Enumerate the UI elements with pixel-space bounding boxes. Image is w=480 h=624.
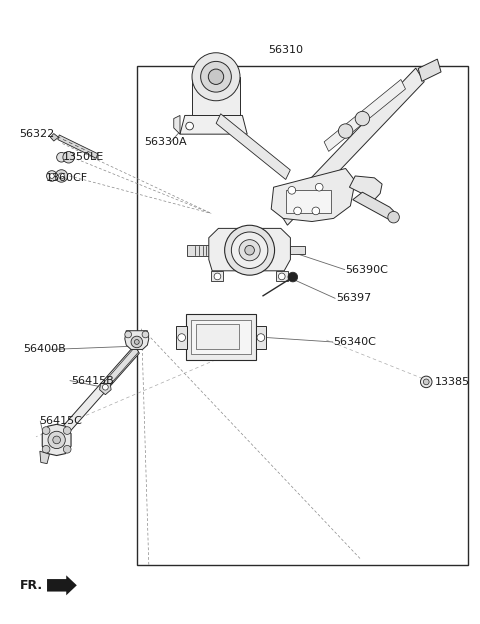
Polygon shape [42, 424, 71, 456]
Bar [137, 66, 468, 565]
Text: 1350LE: 1350LE [62, 152, 104, 162]
Polygon shape [174, 115, 180, 134]
Polygon shape [58, 135, 97, 158]
Polygon shape [349, 176, 382, 200]
Ellipse shape [63, 152, 74, 163]
Ellipse shape [142, 331, 149, 338]
Ellipse shape [214, 273, 221, 280]
Polygon shape [54, 346, 139, 444]
Ellipse shape [178, 334, 185, 341]
Ellipse shape [231, 232, 268, 268]
Ellipse shape [288, 272, 298, 282]
Ellipse shape [338, 124, 353, 139]
Polygon shape [125, 331, 149, 349]
Text: FR.: FR. [20, 579, 43, 592]
Text: 56400B: 56400B [23, 344, 66, 354]
Text: 56397: 56397 [336, 293, 371, 303]
Ellipse shape [186, 122, 193, 130]
Text: 56330A: 56330A [144, 137, 187, 147]
Bar [286, 190, 331, 213]
Polygon shape [211, 271, 223, 281]
Polygon shape [99, 383, 111, 395]
Polygon shape [271, 168, 355, 222]
Ellipse shape [55, 170, 68, 182]
Ellipse shape [312, 207, 320, 215]
Polygon shape [276, 271, 288, 281]
Text: 56310: 56310 [268, 45, 303, 55]
Polygon shape [100, 347, 139, 392]
Ellipse shape [288, 187, 296, 194]
Text: 56415C: 56415C [39, 416, 82, 426]
Bar [191, 319, 251, 354]
Polygon shape [290, 246, 305, 254]
Text: 56340C: 56340C [334, 337, 376, 347]
Ellipse shape [59, 173, 64, 179]
Ellipse shape [134, 339, 139, 344]
Ellipse shape [48, 431, 65, 449]
Bar [186, 313, 255, 360]
Ellipse shape [294, 207, 301, 215]
Ellipse shape [57, 152, 66, 162]
Ellipse shape [63, 446, 71, 453]
Ellipse shape [355, 111, 370, 126]
Ellipse shape [131, 336, 143, 348]
Text: 13385: 13385 [434, 377, 469, 387]
Polygon shape [187, 245, 209, 256]
Ellipse shape [245, 245, 254, 255]
Ellipse shape [420, 376, 432, 388]
Ellipse shape [239, 240, 260, 261]
Ellipse shape [201, 61, 231, 92]
Polygon shape [353, 192, 396, 222]
Ellipse shape [423, 379, 429, 385]
Polygon shape [209, 228, 290, 271]
Ellipse shape [257, 334, 264, 341]
Ellipse shape [192, 53, 240, 100]
Ellipse shape [42, 446, 50, 453]
Ellipse shape [388, 212, 399, 223]
Ellipse shape [49, 173, 54, 178]
Ellipse shape [315, 183, 323, 191]
Polygon shape [50, 134, 59, 141]
Ellipse shape [53, 436, 60, 444]
Ellipse shape [125, 331, 132, 338]
Text: 56390C: 56390C [346, 265, 388, 275]
Ellipse shape [47, 171, 57, 181]
Bar [177, 326, 187, 349]
Ellipse shape [42, 427, 50, 434]
Text: 56322: 56322 [19, 129, 54, 139]
Polygon shape [216, 114, 290, 180]
Polygon shape [324, 79, 406, 152]
Polygon shape [418, 59, 441, 81]
Text: 1360CF: 1360CF [46, 173, 88, 183]
Ellipse shape [102, 384, 108, 390]
Polygon shape [180, 115, 247, 134]
Ellipse shape [225, 225, 275, 275]
Bar [196, 324, 239, 349]
Ellipse shape [208, 69, 224, 84]
Ellipse shape [278, 273, 285, 280]
Polygon shape [47, 575, 77, 595]
Polygon shape [40, 451, 49, 464]
Text: 56415B: 56415B [71, 376, 114, 386]
Bar [192, 77, 240, 115]
Polygon shape [279, 68, 424, 225]
Bar [255, 326, 266, 349]
Ellipse shape [63, 427, 71, 434]
